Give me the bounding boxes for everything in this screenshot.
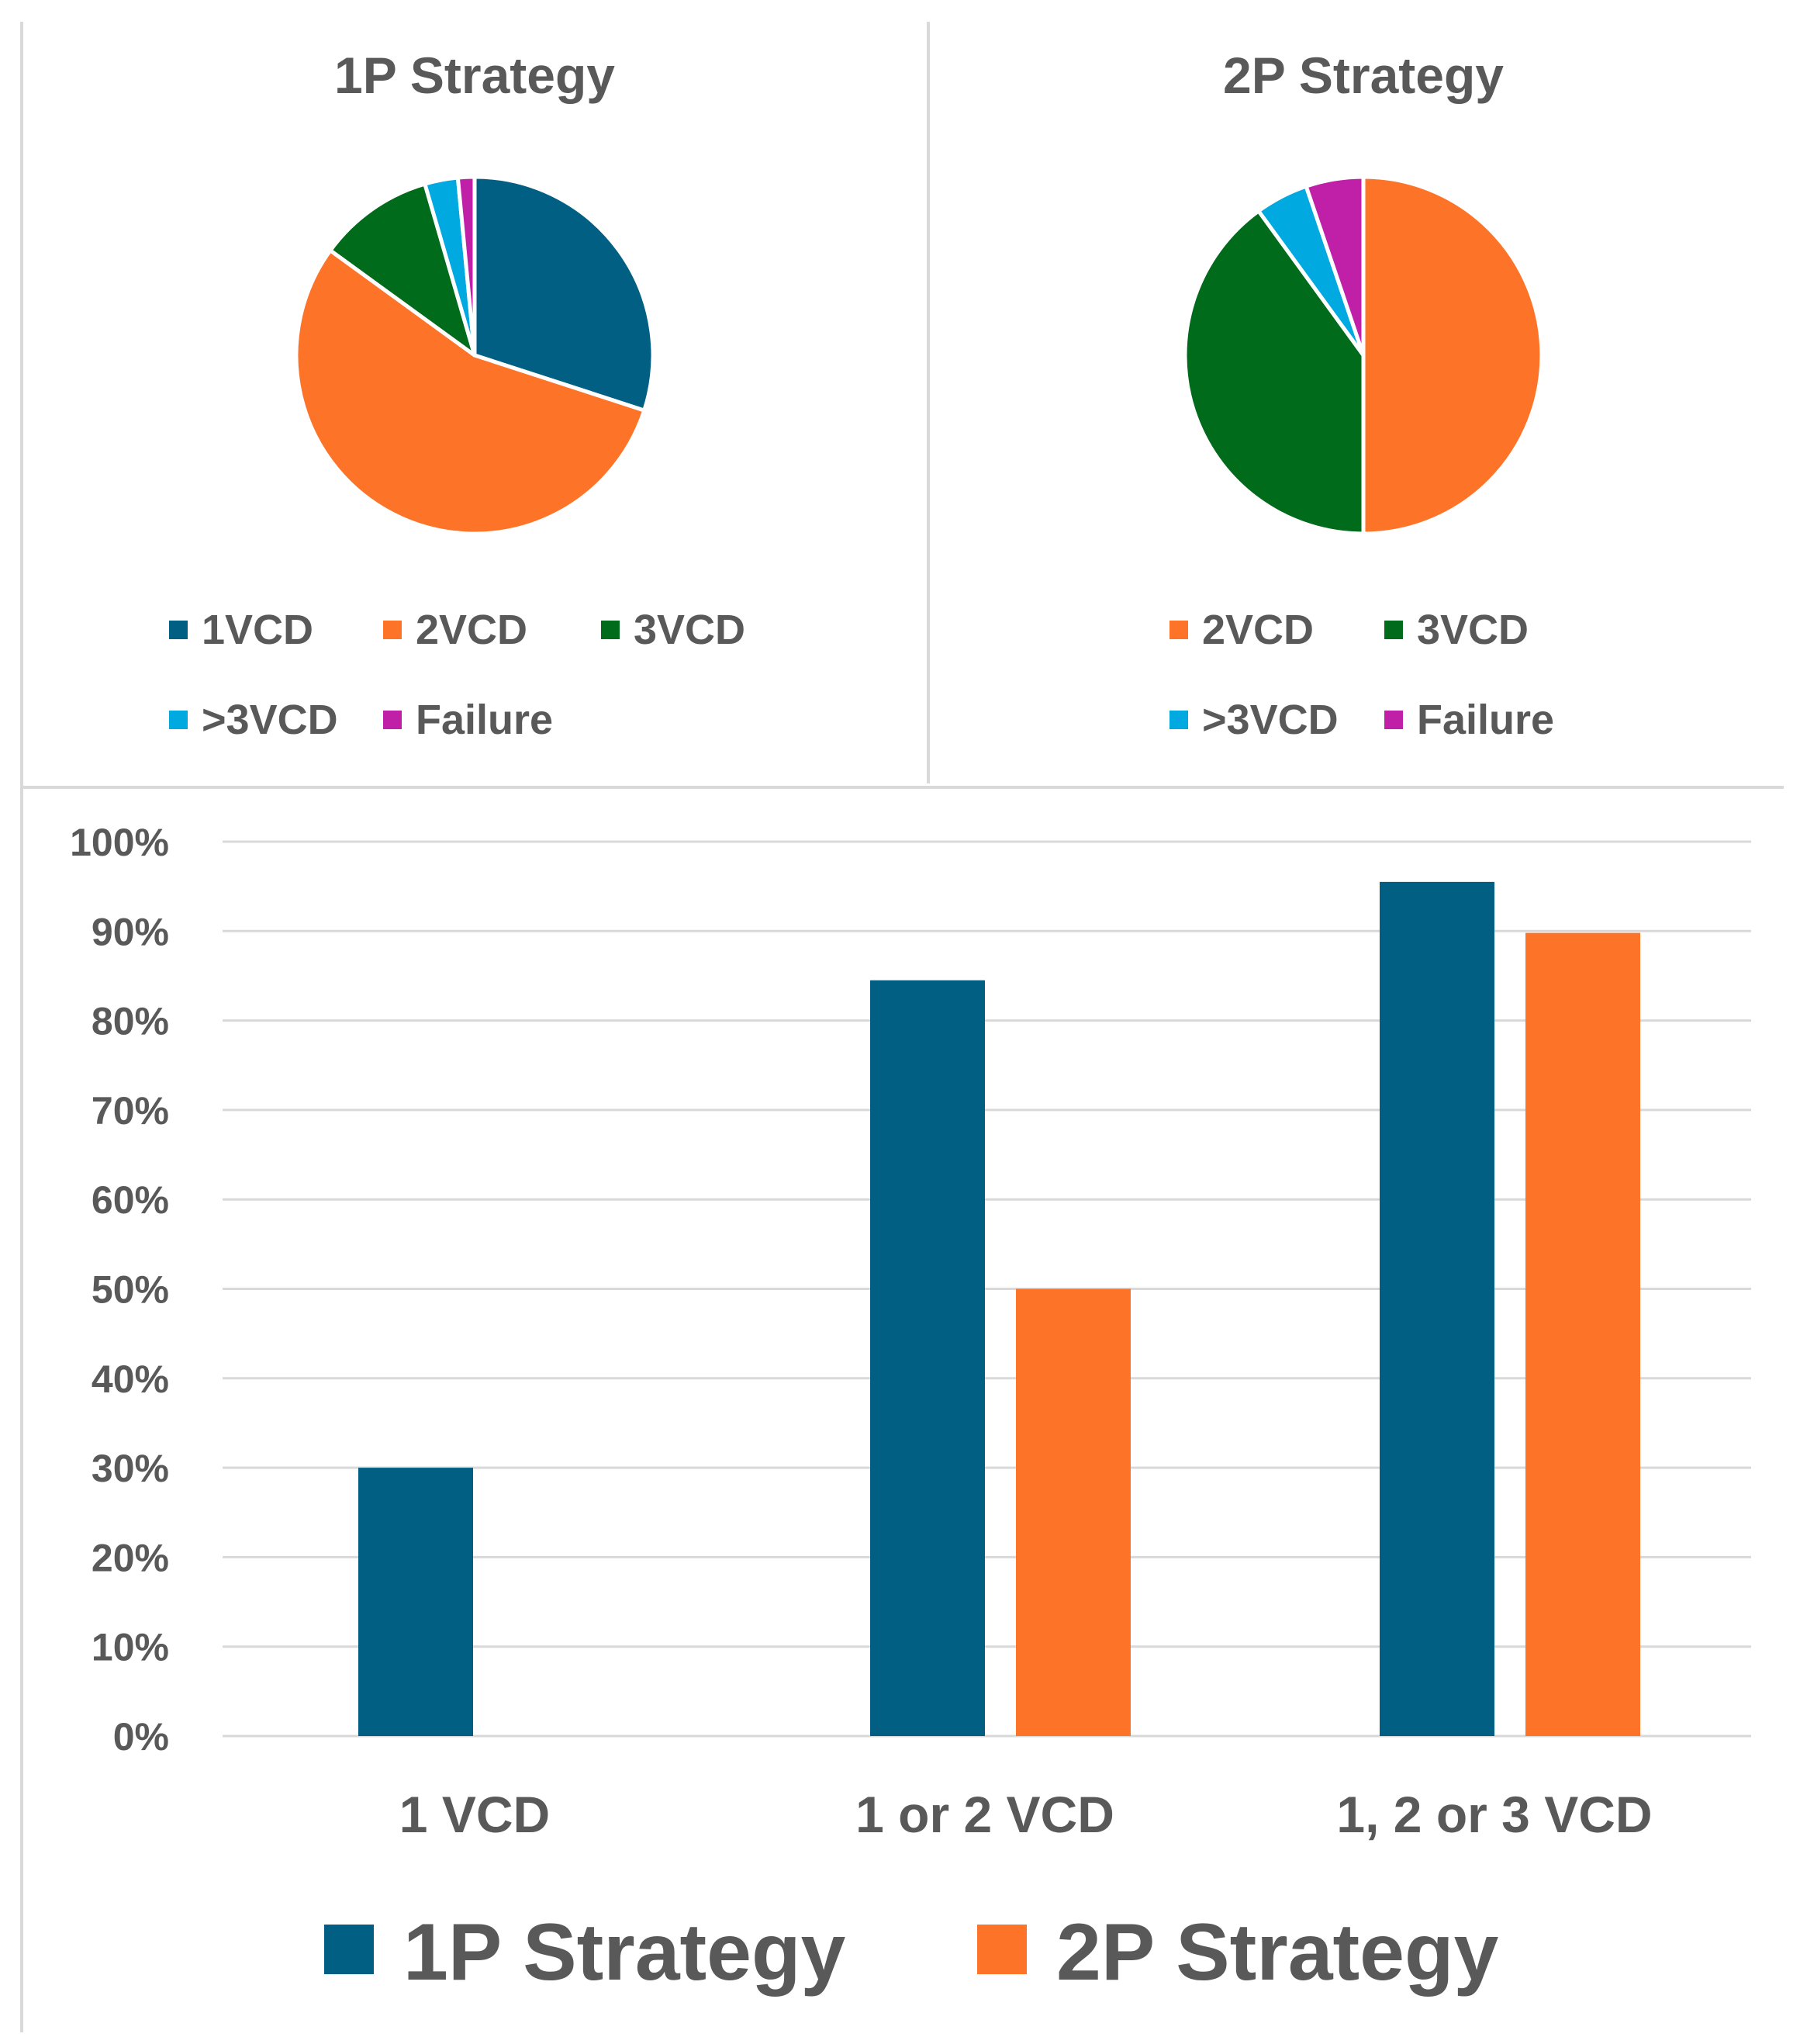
legend-label-1p-gt3vcd: >3VCD bbox=[202, 697, 338, 743]
legend-label-1p-3vcd: 3VCD bbox=[634, 607, 745, 653]
bar-legend-label-1p-strategy: 1P Strategy bbox=[403, 1907, 846, 1997]
legend-label-2p-gt3vcd: >3VCD bbox=[1202, 697, 1339, 743]
y-tick-label-0: 0% bbox=[113, 1715, 169, 1759]
pie-1p-legend: 1VCD 2VCD 3VCD >3VCD Failure bbox=[169, 607, 745, 743]
y-tick-label-90: 90% bbox=[92, 910, 169, 953]
legend-swatch-1p-3vcd bbox=[601, 621, 620, 639]
legend-swatch-1p-1vcd bbox=[169, 621, 188, 639]
legend-swatch-2p-gt3vcd bbox=[1169, 711, 1188, 729]
y-tick-label-80: 80% bbox=[92, 1000, 169, 1043]
y-tick-label-30: 30% bbox=[92, 1447, 169, 1490]
pie-chart-2p: 2P Strategy 2VCD 3VCD >3VCD Failure bbox=[1169, 47, 1554, 743]
legend-label-2p-failure: Failure bbox=[1417, 697, 1554, 743]
y-tick-label-70: 70% bbox=[92, 1089, 169, 1133]
pie-slice-2p-failure bbox=[1304, 175, 1366, 358]
pie-2p-slices bbox=[1183, 175, 1544, 536]
x-tick-label-1-2-or-3-vcd: 1, 2 or 3 VCD bbox=[1336, 1786, 1652, 1843]
legend-label-2p-2vcd: 2VCD bbox=[1202, 607, 1314, 653]
y-tick-label-20: 20% bbox=[92, 1536, 169, 1579]
bar-1p-strategy-1-vcd bbox=[358, 1468, 473, 1736]
x-tick-label-1-vcd: 1 VCD bbox=[399, 1786, 550, 1843]
bar-x-axis-ticks: 1 VCD 1 or 2 VCD 1, 2 or 3 VCD bbox=[399, 1786, 1653, 1843]
pie-slice-1p-failure bbox=[455, 175, 477, 358]
x-tick-label-1-or-2-vcd: 1 or 2 VCD bbox=[855, 1786, 1114, 1843]
y-tick-label-50: 50% bbox=[92, 1268, 169, 1312]
pie-1p-title: 1P Strategy bbox=[334, 47, 615, 104]
bar-y-axis-ticks: 0% 10% 20% 30% 40% 50% 60% 70% 80% 90% 100% bbox=[70, 821, 169, 1759]
legend-swatch-2p-3vcd bbox=[1384, 621, 1403, 639]
bar-2p-strategy-1-2-or-3-vcd bbox=[1525, 932, 1640, 1736]
legend-label-1p-2vcd: 2VCD bbox=[416, 607, 527, 653]
y-tick-label-40: 40% bbox=[92, 1357, 169, 1401]
y-tick-label-60: 60% bbox=[92, 1178, 169, 1222]
pie-chart-1p: 1P Strategy 1VCD 2VCD 3VCD >3VCD Failure bbox=[169, 47, 745, 743]
pie-slice-1p-2vcd bbox=[294, 248, 647, 536]
y-tick-label-100: 100% bbox=[70, 821, 169, 864]
legend-swatch-1p-failure bbox=[383, 711, 402, 729]
bar-1p-strategy-1-2-or-3-vcd bbox=[1380, 881, 1494, 1736]
legend-label-1p-1vcd: 1VCD bbox=[202, 607, 313, 653]
legend-swatch-2p-failure bbox=[1384, 711, 1403, 729]
legend-swatch-1p-gt3vcd bbox=[169, 711, 188, 729]
bar-legend-label-2p-strategy: 2P Strategy bbox=[1056, 1907, 1499, 1997]
pie-2p-legend: 2VCD 3VCD >3VCD Failure bbox=[1169, 607, 1554, 743]
bar-legend-swatch-1p-strategy bbox=[324, 1925, 374, 1974]
pie-slice-2p-2vcd bbox=[1361, 175, 1544, 536]
pie-2p-title: 2P Strategy bbox=[1223, 47, 1504, 104]
bar-chart: 0%10%20%30%40%50%60%70%80%90%100% 1 VCD 1… bbox=[70, 821, 1751, 1997]
bar-bars bbox=[358, 881, 1640, 1736]
bar-1p-strategy-1-or-2-vcd bbox=[870, 980, 985, 1736]
y-tick-label-10: 10% bbox=[92, 1626, 169, 1669]
legend-swatch-1p-2vcd bbox=[383, 621, 402, 639]
legend-label-1p-failure: Failure bbox=[416, 697, 553, 743]
bar-legend: 1P Strategy 2P Strategy bbox=[324, 1907, 1499, 1997]
bar-2p-strategy-1-or-2-vcd bbox=[1016, 1288, 1131, 1736]
pie-slice-1p-3vcd bbox=[328, 182, 477, 358]
pie-1p-slices bbox=[294, 175, 655, 536]
legend-swatch-2p-2vcd bbox=[1169, 621, 1188, 639]
bar-legend-swatch-2p-strategy bbox=[977, 1925, 1027, 1974]
bar-gridlines bbox=[223, 840, 1751, 1738]
pie-slice-2p-3vcd bbox=[1183, 209, 1366, 536]
pie-slice-1p-1vcd bbox=[472, 175, 655, 413]
legend-label-2p-3vcd: 3VCD bbox=[1417, 607, 1529, 653]
